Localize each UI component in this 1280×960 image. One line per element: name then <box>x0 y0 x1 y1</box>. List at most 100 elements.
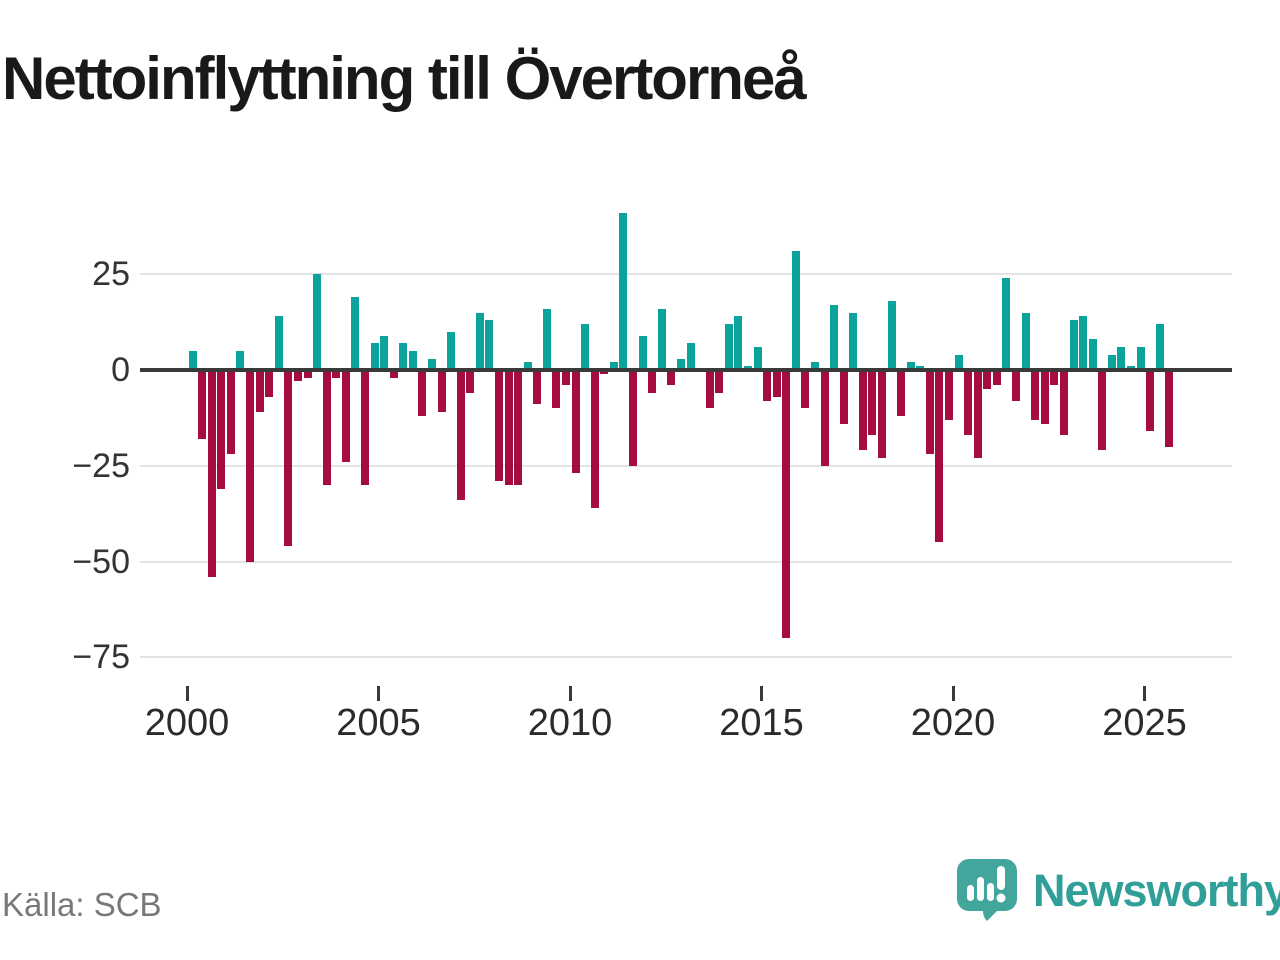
y-tick-label: −75 <box>72 638 130 677</box>
bar <box>1146 370 1155 432</box>
bar <box>935 370 944 543</box>
bar <box>351 297 360 370</box>
bar <box>734 316 743 370</box>
bar <box>523 362 532 370</box>
newsworthy-logo-icon <box>955 857 1019 926</box>
bar <box>514 370 523 485</box>
bar <box>466 370 475 393</box>
bar <box>1165 370 1174 447</box>
x-tick-label: 2025 <box>1102 702 1187 744</box>
bar <box>236 350 245 370</box>
bar <box>313 274 322 370</box>
y-tick-label: −50 <box>72 542 130 581</box>
bar <box>456 370 465 501</box>
bar <box>552 370 561 409</box>
bar <box>504 370 513 485</box>
x-tick-mark <box>951 686 955 701</box>
bar <box>945 370 954 420</box>
bar <box>370 343 379 370</box>
bar <box>753 347 762 370</box>
bar <box>676 358 685 370</box>
x-tick-label: 2000 <box>144 702 230 744</box>
bar <box>1098 370 1107 451</box>
bar <box>447 331 456 370</box>
bar <box>207 370 216 577</box>
bar <box>906 362 915 370</box>
x-tick-mark <box>760 686 763 701</box>
newsworthy-logo: Newsworthy <box>955 858 1280 924</box>
bar <box>1155 324 1164 370</box>
bar <box>648 370 657 393</box>
bar <box>246 370 255 562</box>
bar <box>849 312 858 370</box>
bar <box>992 370 1001 386</box>
bar <box>581 324 590 370</box>
bar <box>293 370 302 382</box>
bar <box>399 343 408 370</box>
bar <box>820 370 829 466</box>
bar <box>830 304 839 370</box>
bar <box>801 370 810 409</box>
x-tick-label: 2005 <box>336 702 421 744</box>
bar <box>590 370 599 508</box>
bar <box>485 320 494 370</box>
bar <box>284 370 293 547</box>
source-caption: Källa: SCB <box>2 886 162 923</box>
bar <box>265 370 274 397</box>
bar <box>973 370 982 459</box>
bar <box>562 370 571 386</box>
bar <box>609 362 618 370</box>
bar <box>964 370 973 436</box>
x-tick-label: 2020 <box>910 702 996 744</box>
gridline <box>140 464 1232 467</box>
bar <box>983 370 992 390</box>
bar <box>657 308 666 370</box>
bar <box>255 370 264 413</box>
bar <box>791 251 800 370</box>
bar <box>638 335 647 370</box>
bar <box>629 370 638 466</box>
bar <box>954 354 963 370</box>
bar <box>571 370 580 474</box>
y-tick-label: 25 <box>92 255 130 294</box>
gridline <box>140 656 1232 659</box>
bar <box>389 370 398 378</box>
bar <box>217 370 226 489</box>
bar <box>667 370 676 386</box>
bar <box>1069 320 1078 370</box>
bar <box>839 370 848 424</box>
bar <box>274 316 283 370</box>
x-tick-label: 2015 <box>719 702 804 744</box>
bar <box>619 212 628 370</box>
bar <box>198 370 207 439</box>
bar <box>1050 370 1059 386</box>
bar <box>437 370 446 413</box>
bar <box>1107 354 1116 370</box>
x-tick-label: 2010 <box>527 702 613 744</box>
bar <box>868 370 877 436</box>
bar <box>1088 339 1097 370</box>
bar <box>1117 347 1126 370</box>
newsworthy-logo-text: Newsworthy <box>1033 865 1280 916</box>
bar <box>715 370 724 393</box>
bar <box>724 324 733 370</box>
x-tick-mark <box>185 686 189 701</box>
bar <box>772 370 781 397</box>
bar <box>542 308 551 370</box>
x-tick-mark <box>1143 686 1146 701</box>
bar <box>408 350 417 370</box>
bar <box>686 343 695 370</box>
bar <box>418 370 427 416</box>
bar <box>810 362 819 370</box>
bar <box>303 370 312 378</box>
bar <box>925 370 934 455</box>
x-tick-mark <box>568 686 572 701</box>
bar <box>897 370 906 416</box>
bar <box>332 370 341 378</box>
bar <box>226 370 235 455</box>
bar <box>782 370 791 639</box>
bar <box>1059 370 1068 436</box>
bar <box>475 312 484 370</box>
